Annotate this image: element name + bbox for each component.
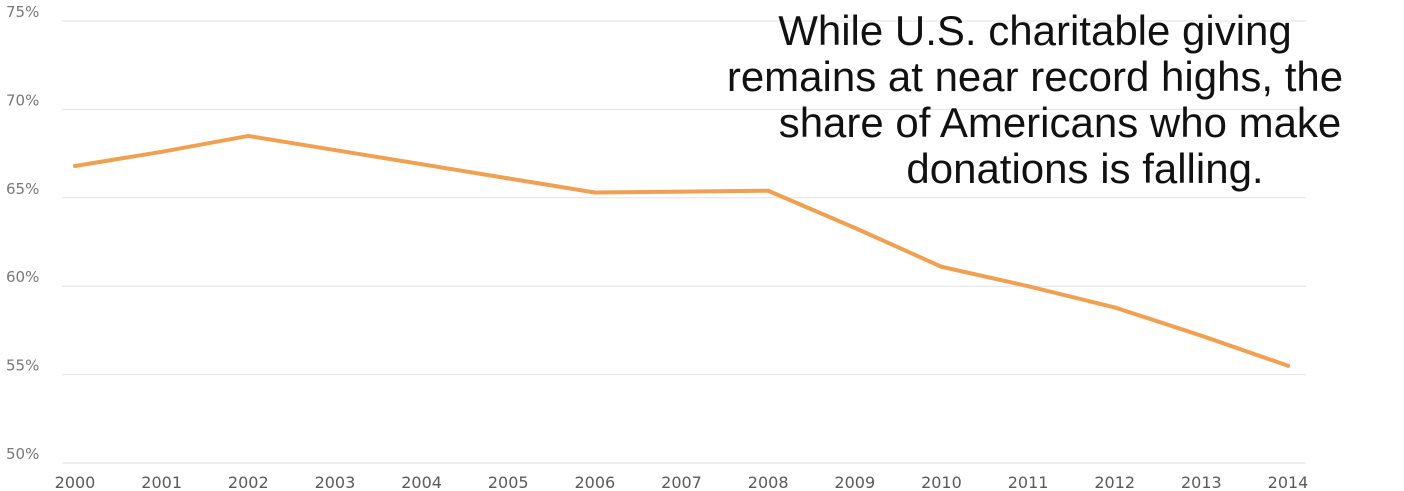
x-tick-label: 2012 [1094,473,1135,491]
data-point [73,163,77,168]
x-axis-ticks: 2000 2001 2002 2003 2004 2005 2006 2007 2008 2009… [55,473,1309,491]
y-tick-label: 60% [6,268,39,286]
x-tick-label: 2005 [488,473,529,491]
data-point [332,148,337,153]
x-tick-label: 2011 [1008,473,1049,491]
gridlines [62,20,1306,464]
x-tick-label: 2002 [228,473,269,491]
data-point [506,176,511,181]
y-axis-ticks: 50% 55% 60% 65% 70% 75% [6,3,39,463]
y-tick-label: 50% [6,445,39,463]
data-point [159,149,164,154]
data-point [1199,333,1204,338]
y-tick-label: 55% [6,357,39,375]
series-layer [73,133,1290,368]
data-point [1026,284,1031,289]
x-tick-label: 2014 [1268,473,1309,491]
data-point [419,162,424,167]
chart-annotation: While U.S. charitable giving remains at … [650,8,1404,192]
data-point [246,133,251,138]
data-point [1112,305,1117,310]
data-point [766,188,771,193]
data-point [939,264,944,269]
x-tick-label: 2013 [1181,473,1222,491]
data-point [852,225,857,230]
data-point [1286,363,1290,368]
x-tick-label: 2000 [55,473,96,491]
x-tick-label: 2010 [921,473,962,491]
y-tick-label: 70% [6,91,39,109]
x-tick-label: 2001 [141,473,182,491]
x-tick-label: 2006 [574,473,615,491]
annotation-line-3: share of Americans who make [778,99,1342,146]
x-tick-label: 2009 [834,473,875,491]
x-tick-label: 2004 [401,473,442,491]
data-point [592,190,597,195]
y-tick-label: 75% [6,3,39,21]
x-tick-label: 2007 [661,473,702,491]
x-tick-label: 2003 [315,473,356,491]
x-tick-label: 2008 [748,473,789,491]
y-tick-label: 65% [6,180,39,198]
data-point [679,189,684,194]
annotation-line-2: remains at near record highs, the [726,53,1344,100]
annotation-line-4: donations is falling. [906,145,1264,192]
annotation-line-1: While U.S. charitable giving [778,7,1292,54]
